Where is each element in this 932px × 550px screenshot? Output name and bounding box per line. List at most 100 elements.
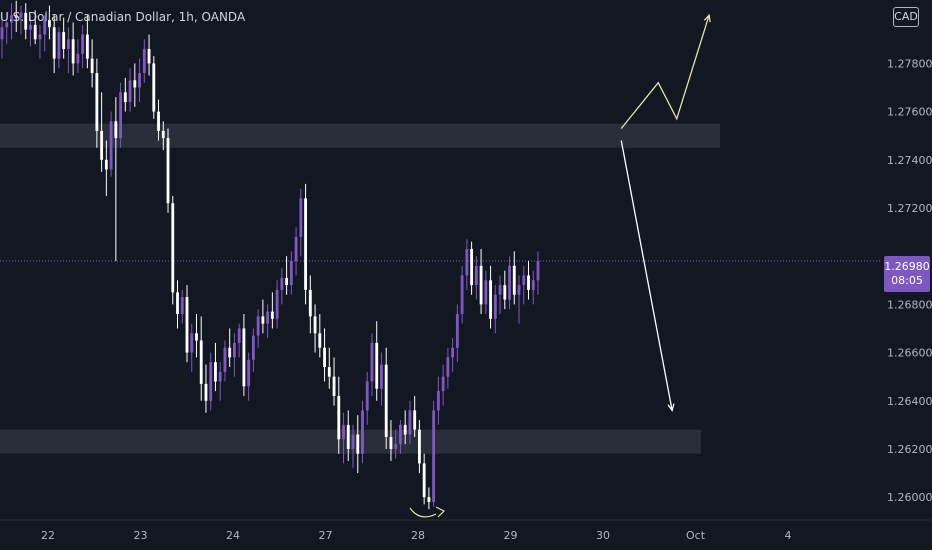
candle-body <box>152 63 156 112</box>
time-tick-label: 30 <box>596 529 610 542</box>
time-tick-label: 23 <box>134 529 148 542</box>
candle-body <box>138 73 141 88</box>
candle-body <box>180 297 184 315</box>
candle-body <box>351 434 355 449</box>
candle-body <box>256 316 260 336</box>
candle-body <box>342 424 345 440</box>
candle-body <box>356 434 360 454</box>
candle-body <box>517 285 521 295</box>
candle-body <box>214 362 217 382</box>
currency-badge[interactable]: CAD <box>893 7 919 27</box>
candle-body <box>527 275 530 290</box>
time-axis[interactable]: 22 23 24 27 28 29 30 Oct 4 <box>0 519 932 542</box>
candle-body <box>479 265 483 305</box>
time-tick-label: 4 <box>785 529 792 542</box>
price-tick-label: 1.26400 <box>887 395 932 408</box>
candle-body <box>223 347 227 372</box>
candle-body <box>441 376 445 392</box>
candle-body <box>142 48 146 74</box>
bearish-projection-line <box>620 140 673 411</box>
candle-body <box>251 335 255 360</box>
candle-body <box>394 444 398 449</box>
candle-body <box>195 333 198 341</box>
candle-body <box>399 424 402 445</box>
candle-body <box>100 130 104 160</box>
candle-body <box>218 371 222 382</box>
candle-body <box>85 34 89 59</box>
candle-body <box>147 48 151 64</box>
price-zone <box>0 429 701 454</box>
candle-body <box>327 367 331 377</box>
support-resistance-zones <box>0 123 720 454</box>
last-price-value: 1.26980 <box>884 260 930 273</box>
candle-body <box>384 364 388 437</box>
candle-body <box>318 333 322 348</box>
candle-body <box>470 248 474 286</box>
candle-body <box>29 24 32 30</box>
candle-body <box>280 277 284 290</box>
low-curve-arrowhead <box>435 506 446 518</box>
candle-body <box>90 58 94 74</box>
candle-body <box>171 203 175 293</box>
low-curve-arrow <box>409 507 437 518</box>
candle-body <box>161 130 165 139</box>
candle-body <box>285 277 289 286</box>
price-tick-label: 1.26600 <box>887 347 932 360</box>
time-tick-label: 24 <box>226 529 240 542</box>
candle-body <box>361 410 364 454</box>
time-tick-label: Oct <box>686 529 706 542</box>
candle-body <box>365 381 369 411</box>
price-tick-label: 1.26000 <box>887 491 932 504</box>
time-tick-label: 29 <box>504 529 518 542</box>
candle-body <box>123 92 127 102</box>
candle-body <box>95 73 99 131</box>
candle-body <box>109 121 113 170</box>
candle-body <box>204 383 208 401</box>
projection-arrows <box>409 13 711 518</box>
candle-body <box>460 275 464 315</box>
candle-body <box>166 138 170 204</box>
candlestick-series <box>0 0 540 510</box>
price-axis[interactable]: 1.27800 1.27600 1.27400 1.27200 1.26800 1.266… <box>887 57 932 504</box>
candle-body <box>498 285 502 295</box>
candle-body <box>370 342 374 382</box>
candle-body <box>465 248 469 276</box>
candle-body <box>270 311 274 319</box>
price-tick-label: 1.27600 <box>887 106 932 119</box>
candle-body <box>128 80 132 102</box>
time-tick-label: 27 <box>319 529 333 542</box>
candle-body <box>346 424 350 449</box>
candle-body <box>104 159 108 170</box>
bullish-arrowhead <box>703 13 711 23</box>
candle-body <box>299 198 303 237</box>
candle-body <box>446 357 450 377</box>
candle-body <box>38 34 42 40</box>
candle-body <box>48 20 51 28</box>
candle-body <box>14 15 18 18</box>
candle-body <box>237 328 241 343</box>
candle-body <box>228 347 232 358</box>
candle-body <box>422 463 426 498</box>
bearish-arrowhead <box>667 403 675 412</box>
candle-body <box>119 92 123 139</box>
candle-body <box>0 27 4 40</box>
price-zone <box>0 123 720 148</box>
candle-body <box>484 280 488 305</box>
candle-body <box>66 39 70 49</box>
candle-body <box>76 53 80 64</box>
candle-body <box>114 121 118 139</box>
candle-body <box>455 314 459 348</box>
candle-body <box>52 27 56 59</box>
candle-body <box>199 340 203 384</box>
candle-body <box>308 289 312 317</box>
candle-body <box>62 32 66 49</box>
candle-body <box>190 333 194 353</box>
time-tick-label: 22 <box>41 529 55 542</box>
candle-body <box>451 347 455 358</box>
candle-body <box>403 424 407 435</box>
candle-body <box>427 497 431 502</box>
bullish-projection-line <box>620 15 710 129</box>
price-tick-label: 1.27400 <box>887 154 932 167</box>
candle-body <box>389 436 393 449</box>
